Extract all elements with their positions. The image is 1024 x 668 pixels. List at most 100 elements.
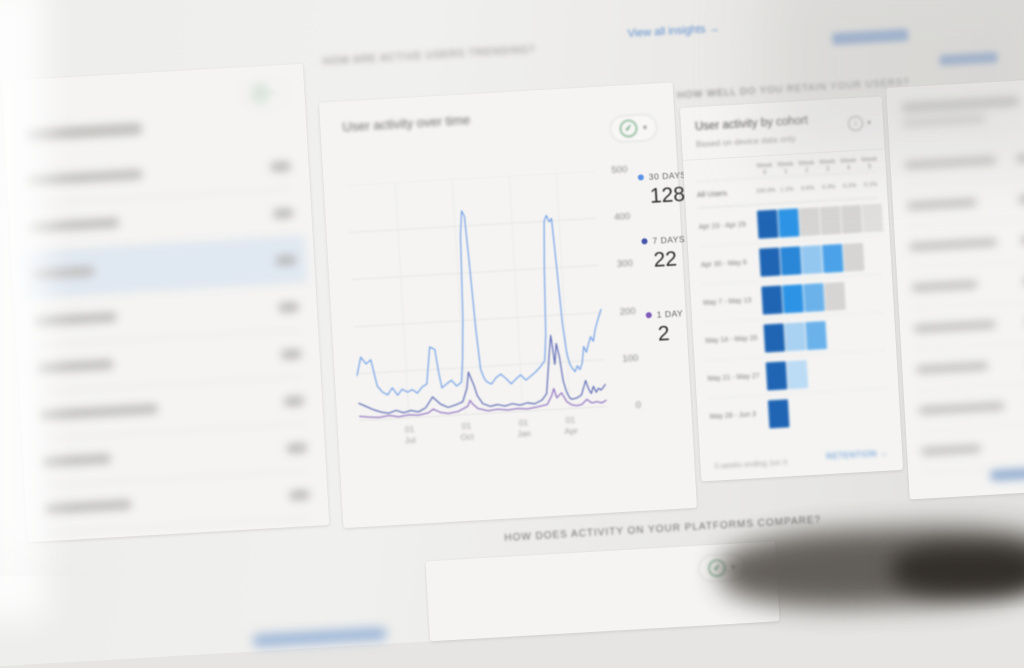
heatmap-cell bbox=[759, 247, 781, 277]
caret-down-icon: ▾ bbox=[273, 88, 278, 98]
x-tick: 01 Oct bbox=[460, 420, 475, 443]
info-icon: i bbox=[847, 115, 864, 132]
row-label: Apr 23 - Apr 29 bbox=[698, 221, 747, 232]
blurred-title bbox=[901, 96, 1020, 113]
heatmap-cell bbox=[810, 396, 832, 425]
view-all-insights-link[interactable]: View all insights → bbox=[627, 22, 720, 40]
legend-entry: 7 DAYS 22 bbox=[641, 234, 687, 273]
blurred-list-row bbox=[908, 219, 1024, 269]
heatmap-cell bbox=[873, 393, 895, 422]
cohort-card: User activity by cohort Based on device … bbox=[679, 96, 904, 482]
blurred-card-link-2[interactable] bbox=[939, 51, 998, 66]
retention-value: 100.0% bbox=[755, 187, 776, 195]
retention-value: 1.1% bbox=[780, 186, 794, 193]
retention-value: 0.1% bbox=[863, 181, 878, 189]
blurred-value bbox=[278, 301, 299, 312]
caret-down-icon: ▾ bbox=[642, 122, 648, 133]
blurred-value bbox=[286, 442, 308, 453]
legend-label: 30 DAYS bbox=[648, 169, 687, 182]
blurred-list-row bbox=[917, 383, 1024, 432]
blurred-label bbox=[38, 403, 159, 421]
blurred-label bbox=[916, 361, 989, 374]
blurred-value bbox=[1016, 153, 1024, 163]
blurred-list-row bbox=[910, 260, 1024, 309]
series-1 DAY bbox=[359, 387, 607, 419]
heatmap-cell bbox=[861, 203, 884, 233]
heatmap-cell bbox=[798, 206, 821, 236]
blurred-list-row bbox=[915, 342, 1024, 391]
series-30 DAYS bbox=[356, 210, 602, 396]
blurred-label bbox=[920, 444, 982, 456]
blurred-label bbox=[906, 198, 978, 211]
heatmap-cell bbox=[780, 245, 802, 275]
blurred-value bbox=[283, 395, 305, 406]
legend-label: 1 DAY bbox=[656, 308, 684, 320]
heatmap-cell bbox=[871, 355, 893, 384]
heatmap-cell bbox=[864, 241, 886, 270]
row-label: Apr 30 - May 6 bbox=[700, 259, 748, 270]
x-tick: 01 Jul bbox=[404, 423, 416, 446]
series-7 DAYS bbox=[358, 334, 607, 414]
heatmap-cell bbox=[842, 242, 865, 272]
caret-down-icon: ▾ bbox=[731, 562, 736, 572]
x-tick: 01 Jan bbox=[516, 417, 532, 439]
y-tick: 500 bbox=[611, 164, 628, 177]
cohort-column-label: Week 5 bbox=[861, 155, 878, 171]
heatmap-cell bbox=[852, 394, 874, 423]
heatmap-cell bbox=[789, 398, 811, 427]
heatmap-cell bbox=[840, 204, 863, 234]
blurred-label bbox=[32, 311, 118, 327]
heatmap-cell bbox=[868, 317, 890, 346]
chart-status-dropdown[interactable]: ✓ ▾ bbox=[609, 113, 658, 144]
heatmap-cell bbox=[761, 284, 783, 315]
blurred-label bbox=[35, 359, 115, 374]
cohort-column-label: Week 4 bbox=[840, 156, 857, 172]
heatmap-cell bbox=[824, 281, 846, 311]
heatmap-cell bbox=[808, 358, 830, 387]
check-icon: ✓ bbox=[252, 85, 269, 102]
blurred-footer-link[interactable] bbox=[253, 627, 386, 647]
heatmap-cell bbox=[822, 243, 844, 273]
blurred-label bbox=[911, 280, 978, 292]
blurred-label bbox=[909, 238, 998, 252]
cohort-heatmap-table: Week 0 Week 1 Week 2 Week 3 Week 4 Week 5 All … bbox=[695, 155, 890, 436]
blurred-label bbox=[43, 499, 133, 515]
legend-entry: 1 DAY 2 bbox=[645, 308, 686, 347]
retention-link[interactable]: RETENTION → bbox=[826, 448, 889, 462]
legend-dot-icon bbox=[641, 238, 648, 245]
metric-value: 2 bbox=[657, 322, 671, 346]
heatmap-cell bbox=[784, 321, 807, 351]
blurred-label bbox=[40, 453, 112, 468]
blurred-footer-link[interactable] bbox=[990, 466, 1024, 481]
blurred-label bbox=[24, 169, 144, 186]
right-summary-card bbox=[886, 78, 1024, 500]
left-summary-card: ✓ ▾ bbox=[1, 63, 386, 647]
info-dropdown[interactable]: i ▾ bbox=[847, 115, 872, 132]
card-title: User activity by cohort bbox=[694, 114, 809, 134]
retention-value: 0.2% bbox=[842, 182, 857, 190]
blurred-value bbox=[1018, 194, 1024, 204]
blurred-title bbox=[24, 123, 143, 141]
check-icon: ✓ bbox=[707, 559, 726, 578]
heatmap-cell bbox=[831, 395, 853, 424]
heatmap-cell bbox=[850, 356, 872, 385]
heatmap-cell bbox=[866, 279, 888, 308]
y-tick: 400 bbox=[613, 211, 631, 224]
row-label: May 28 - Jun 3 bbox=[709, 411, 757, 421]
blurred-list-row bbox=[905, 178, 1024, 228]
heatmap-cell bbox=[803, 282, 825, 312]
blurred-card-link-1[interactable] bbox=[831, 28, 909, 46]
left-status-dropdown[interactable]: ✓ ▾ bbox=[242, 79, 288, 108]
line-chart: 01 Jul 01 Oct 01 Jan 01 Apr bbox=[345, 171, 609, 447]
heatmap-cell bbox=[786, 359, 809, 389]
blurred-list-row bbox=[912, 301, 1024, 350]
platforms-status-dropdown[interactable]: ✓ ▾ bbox=[697, 553, 747, 583]
blurred-subtitle bbox=[901, 114, 987, 128]
cohort-column-label: Week 0 bbox=[756, 161, 773, 177]
heatmap-cell bbox=[756, 209, 779, 239]
retention-value: 0.3% bbox=[821, 183, 836, 191]
cohort-column-label: Week 2 bbox=[798, 159, 815, 174]
blurred-label bbox=[27, 217, 120, 233]
heatmap-cell bbox=[829, 357, 851, 386]
